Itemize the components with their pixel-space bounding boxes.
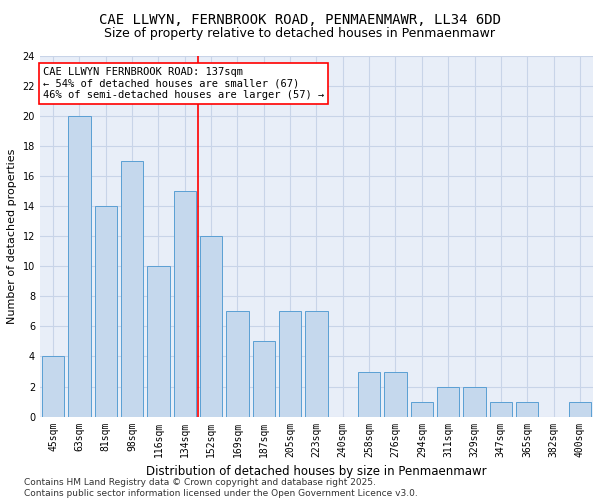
Bar [147, 266, 170, 416]
Bar [68, 116, 91, 416]
Text: Contains HM Land Registry data © Crown copyright and database right 2025.
Contai: Contains HM Land Registry data © Crown c… [24, 478, 418, 498]
Bar [42, 356, 64, 416]
X-axis label: Distribution of detached houses by size in Penmaenmawr: Distribution of detached houses by size … [146, 465, 487, 478]
Bar [569, 402, 591, 416]
Bar [463, 386, 486, 416]
Bar [95, 206, 117, 416]
Bar [121, 161, 143, 416]
Bar [516, 402, 538, 416]
Bar [437, 386, 460, 416]
Bar [384, 372, 407, 416]
Bar [279, 312, 301, 416]
Bar [410, 402, 433, 416]
Bar [173, 191, 196, 416]
Text: CAE LLWYN, FERNBROOK ROAD, PENMAENMAWR, LL34 6DD: CAE LLWYN, FERNBROOK ROAD, PENMAENMAWR, … [99, 12, 501, 26]
Text: CAE LLWYN FERNBROOK ROAD: 137sqm
← 54% of detached houses are smaller (67)
46% o: CAE LLWYN FERNBROOK ROAD: 137sqm ← 54% o… [43, 67, 324, 100]
Bar [253, 342, 275, 416]
Y-axis label: Number of detached properties: Number of detached properties [7, 148, 17, 324]
Bar [358, 372, 380, 416]
Bar [305, 312, 328, 416]
Text: Size of property relative to detached houses in Penmaenmawr: Size of property relative to detached ho… [104, 28, 496, 40]
Bar [200, 236, 222, 416]
Bar [490, 402, 512, 416]
Bar [226, 312, 248, 416]
